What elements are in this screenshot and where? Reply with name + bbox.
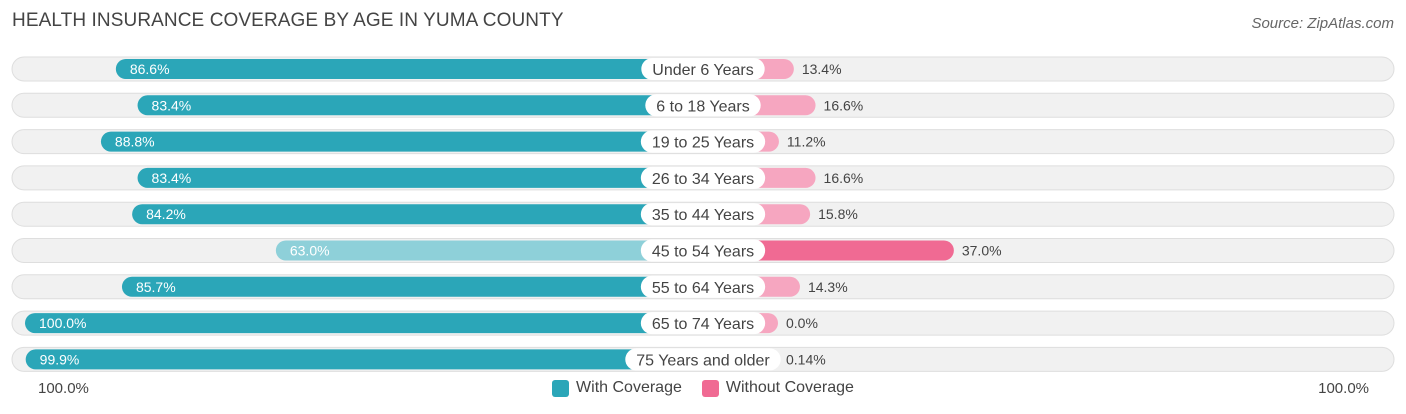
value-label-with-coverage: 83.4% [152, 170, 192, 186]
category-pill [640, 312, 766, 335]
legend-label-with-coverage: With Coverage [576, 379, 682, 396]
category-pill [640, 166, 766, 189]
value-label-without-coverage: 14.3% [808, 279, 848, 295]
category-pill [640, 130, 766, 153]
category-pill [640, 239, 766, 262]
legend-label-without-coverage: Without Coverage [725, 379, 854, 396]
category-pill [645, 94, 761, 117]
category-pill [641, 58, 765, 80]
legend-item-without-coverage[interactable]: Without Coverage [701, 379, 854, 397]
value-label-without-coverage: 15.8% [818, 206, 858, 222]
value-label-without-coverage: 11.2% [787, 134, 826, 150]
value-label-with-coverage: 99.9% [40, 351, 80, 367]
category-label: 6 to 18 Years [656, 98, 749, 115]
value-label-without-coverage: 0.14% [786, 351, 826, 367]
category-label: 19 to 25 Years [652, 135, 754, 152]
bar-with-coverage [137, 167, 704, 188]
bar-without-coverage [703, 240, 954, 261]
legend-item-with-coverage[interactable]: With Coverage [552, 379, 682, 397]
category-label: 45 to 54 Years [652, 244, 754, 261]
bar-with-coverage [25, 349, 704, 370]
category-label: 65 to 74 Years [652, 316, 754, 333]
value-label-with-coverage: 88.8% [115, 134, 155, 150]
legend-swatch-with-coverage [552, 379, 570, 397]
value-label-with-coverage: 86.6% [130, 61, 170, 77]
chart-legend: With Coverage Without Coverage [0, 379, 1406, 397]
value-label-without-coverage: 0.0% [786, 315, 818, 331]
category-label: Under 6 Years [652, 62, 753, 79]
value-label-with-coverage: 85.7% [136, 279, 176, 295]
value-label-without-coverage: 13.4% [802, 61, 842, 77]
value-label-without-coverage: 37.0% [962, 243, 1002, 259]
bar-with-coverage [121, 276, 704, 297]
category-pill [625, 348, 781, 371]
category-pill [640, 275, 766, 298]
value-label-with-coverage: 63.0% [290, 243, 330, 259]
category-label: 55 to 64 Years [652, 280, 754, 297]
category-label: 35 to 44 Years [652, 207, 754, 224]
category-label: 75 Years and older [636, 352, 770, 369]
chart-title: HEALTH INSURANCE COVERAGE BY AGE IN YUMA… [12, 10, 564, 31]
category-label: 26 to 34 Years [652, 171, 754, 188]
bar-with-coverage [132, 204, 703, 225]
value-label-without-coverage: 16.6% [824, 170, 864, 186]
value-label-with-coverage: 83.4% [152, 97, 192, 113]
chart-source: Source: ZipAtlas.com [1251, 15, 1394, 32]
bar-with-coverage [25, 313, 703, 334]
bar-with-coverage [275, 240, 703, 261]
category-pill [640, 203, 766, 226]
axis-left-label: 100.0% [38, 380, 89, 397]
value-label-with-coverage: 84.2% [146, 206, 186, 222]
value-label-without-coverage: 16.6% [824, 97, 864, 113]
bar-with-coverage [115, 59, 704, 79]
legend-swatch-without-coverage [701, 379, 719, 397]
bar-with-coverage [100, 131, 704, 152]
bar-with-coverage [137, 95, 704, 116]
value-label-with-coverage: 100.0% [39, 315, 86, 331]
axis-right-label: 100.0% [1318, 380, 1369, 397]
